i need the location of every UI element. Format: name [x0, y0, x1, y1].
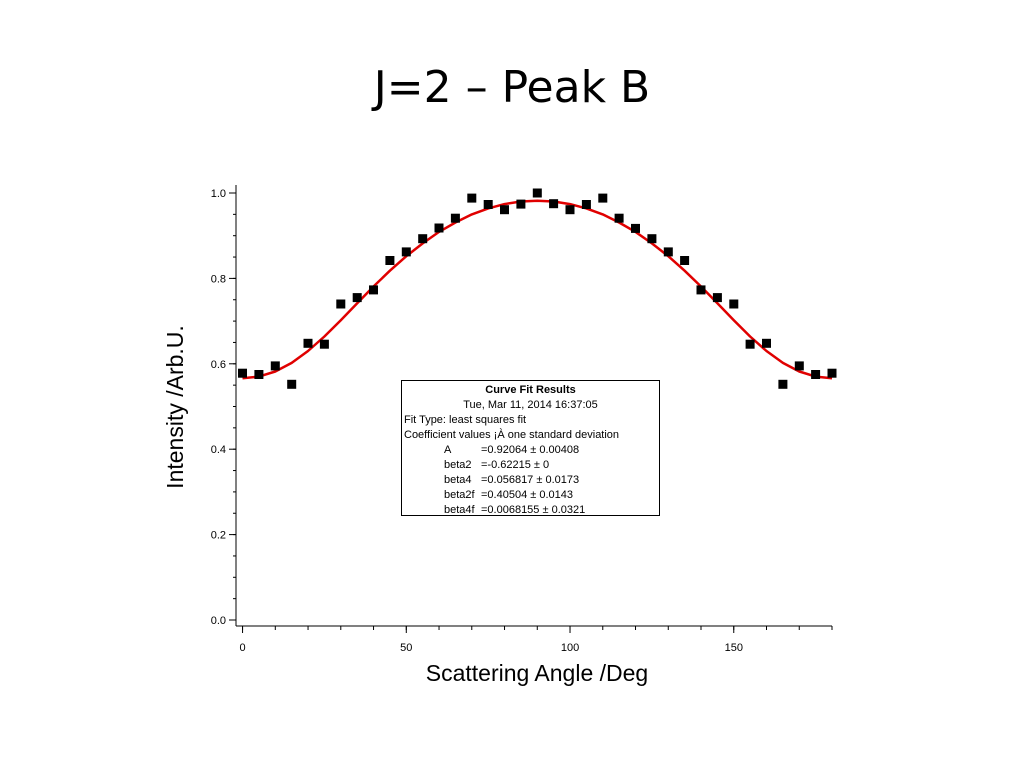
data-point [614, 213, 624, 223]
data-point [565, 205, 575, 215]
coef-row: beta4f =0.0068155 ± 0.0321 [402, 503, 659, 518]
coef-row: beta2 =-0.62215 ± 0 [402, 458, 659, 473]
data-point [712, 293, 722, 303]
x-tick-label: 50 [400, 642, 412, 654]
data-point [549, 199, 559, 209]
data-point [516, 199, 526, 209]
data-point [254, 370, 264, 379]
x-tick-label: 100 [561, 642, 579, 654]
coef-value: =0.0068155 ± 0.0321 [481, 504, 586, 516]
data-points-group [238, 188, 837, 389]
fit-box-type: Fit Type: least squares fit [404, 414, 527, 426]
y-tick-label: 0.4 [211, 444, 226, 456]
data-point [352, 293, 362, 303]
data-point [631, 223, 640, 233]
coef-name: beta4f [444, 504, 475, 516]
data-point [450, 213, 460, 223]
data-point [778, 379, 788, 389]
x-tick-label: 150 [725, 642, 743, 654]
coef-name: beta2f [444, 489, 475, 501]
data-point [794, 361, 804, 371]
fit-box-title: Curve Fit Results [485, 384, 576, 396]
coef-name: A [444, 444, 452, 456]
data-point [696, 285, 706, 295]
x-tick-label: 0 [239, 642, 245, 654]
curve-fit-results-box: Curve Fit Results Tue, Mar 11, 2014 16:3… [401, 380, 660, 516]
data-point [745, 339, 755, 349]
coef-row: beta4 =0.056817 ± 0.0173 [402, 473, 659, 488]
coef-value: =0.40504 ± 0.0143 [481, 489, 573, 501]
fit-curve-group [242, 199, 833, 380]
data-point [598, 193, 608, 203]
data-point [729, 299, 739, 309]
coef-row: A =0.92064 ± 0.00408 [402, 443, 659, 458]
y-tick-label: 0.6 [211, 359, 226, 371]
y-tick-label: 1.0 [211, 188, 226, 200]
data-point [762, 338, 771, 348]
data-point [287, 379, 297, 389]
data-point [483, 200, 493, 209]
y-tick-label: 0.8 [211, 273, 226, 285]
x-axis-title: Scattering Angle /Deg [426, 660, 648, 686]
data-point [647, 234, 657, 244]
data-point [811, 370, 821, 379]
data-point [581, 200, 591, 209]
coef-value: =0.056817 ± 0.0173 [481, 474, 580, 486]
data-point [303, 338, 313, 348]
data-point [336, 299, 346, 309]
data-point [680, 256, 690, 265]
coef-row: beta2f =0.40504 ± 0.0143 [402, 488, 659, 503]
y-tick-label: 0.0 [211, 615, 226, 627]
fit-box-date: Tue, Mar 11, 2014 16:37:05 [463, 399, 598, 411]
data-point [434, 223, 444, 233]
axis-titles-group: Scattering Angle /Deg Intensity /Arb.U. [162, 325, 648, 686]
data-point [238, 368, 247, 378]
y-tick-label: 0.2 [211, 530, 226, 542]
data-point [369, 285, 378, 295]
data-point [827, 368, 837, 378]
fit-curve-line [242, 199, 833, 380]
coef-value: =0.92064 ± 0.00408 [481, 444, 580, 456]
data-point [385, 256, 395, 265]
y-axis-title: Intensity /Arb.U. [162, 325, 188, 489]
data-point [319, 339, 329, 349]
data-point [663, 247, 673, 257]
slide-title: J=2 – Peak B [373, 62, 651, 113]
coef-name: beta4 [444, 474, 472, 486]
data-point [418, 234, 428, 244]
data-point [270, 361, 280, 371]
coef-name: beta2 [444, 459, 472, 471]
coef-value: =-0.62215 ± 0 [481, 459, 550, 471]
chart-axes: 0.0 0.2 0.4 0.6 0.8 1.0 0 50 100 150 [211, 185, 833, 654]
data-point [401, 247, 411, 257]
data-point [467, 193, 477, 203]
data-point [532, 188, 542, 198]
data-point [500, 205, 509, 215]
fit-box-coef-header: Coefficient values ¡À one standard devia… [404, 429, 620, 441]
